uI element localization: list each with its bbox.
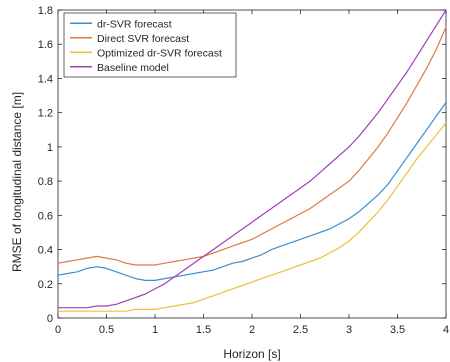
x-tick-label: 0.5 [99,324,114,336]
x-tick-label: 1 [152,324,158,336]
legend-entry: dr-SVR forecast [97,18,172,30]
x-axis-label: Horizon [s] [223,347,280,361]
y-tick-label: 1.6 [38,39,53,51]
x-tick-label: 2 [249,324,255,336]
x-tick-label: 2.5 [293,324,308,336]
series-line-4 [58,9,447,309]
y-tick-label: 0.2 [38,279,53,291]
x-tick-label: 1.5 [196,324,211,336]
y-tick-label: 1.8 [38,5,53,17]
plot-area: 0 0.5 1 1.5 2 2.5 3 3.5 4 0 0.2 0.4 0.6 0.8 1 1.2 1.4 1.6… [38,5,449,336]
y-tick-label: 0.4 [38,245,53,257]
x-tick-label: 3 [346,324,352,336]
y-tick-label: 1 [47,142,53,154]
legend-entry: Baseline model [97,62,169,74]
y-axis-label: RMSE of longitudinal distance [m] [10,92,24,272]
series-line-1 [57,102,447,281]
legend-entry: Direct SVR forecast [97,33,189,45]
y-tick-label: 0 [47,313,53,325]
x-tick-label: 4 [443,324,449,336]
legend-entry: Optimized dr-SVR forecast [97,47,222,59]
y-tick-label: 1.4 [38,73,53,85]
series-line-3 [58,122,447,312]
y-tick-label: 0.6 [38,210,53,222]
series-line-2 [57,26,447,266]
x-tick-label: 0 [55,324,61,336]
legend-box [63,12,237,78]
y-tick-label: 1.2 [38,108,53,120]
y-tick-label: 0.8 [38,176,53,188]
x-tick-label: 3.5 [390,324,405,336]
